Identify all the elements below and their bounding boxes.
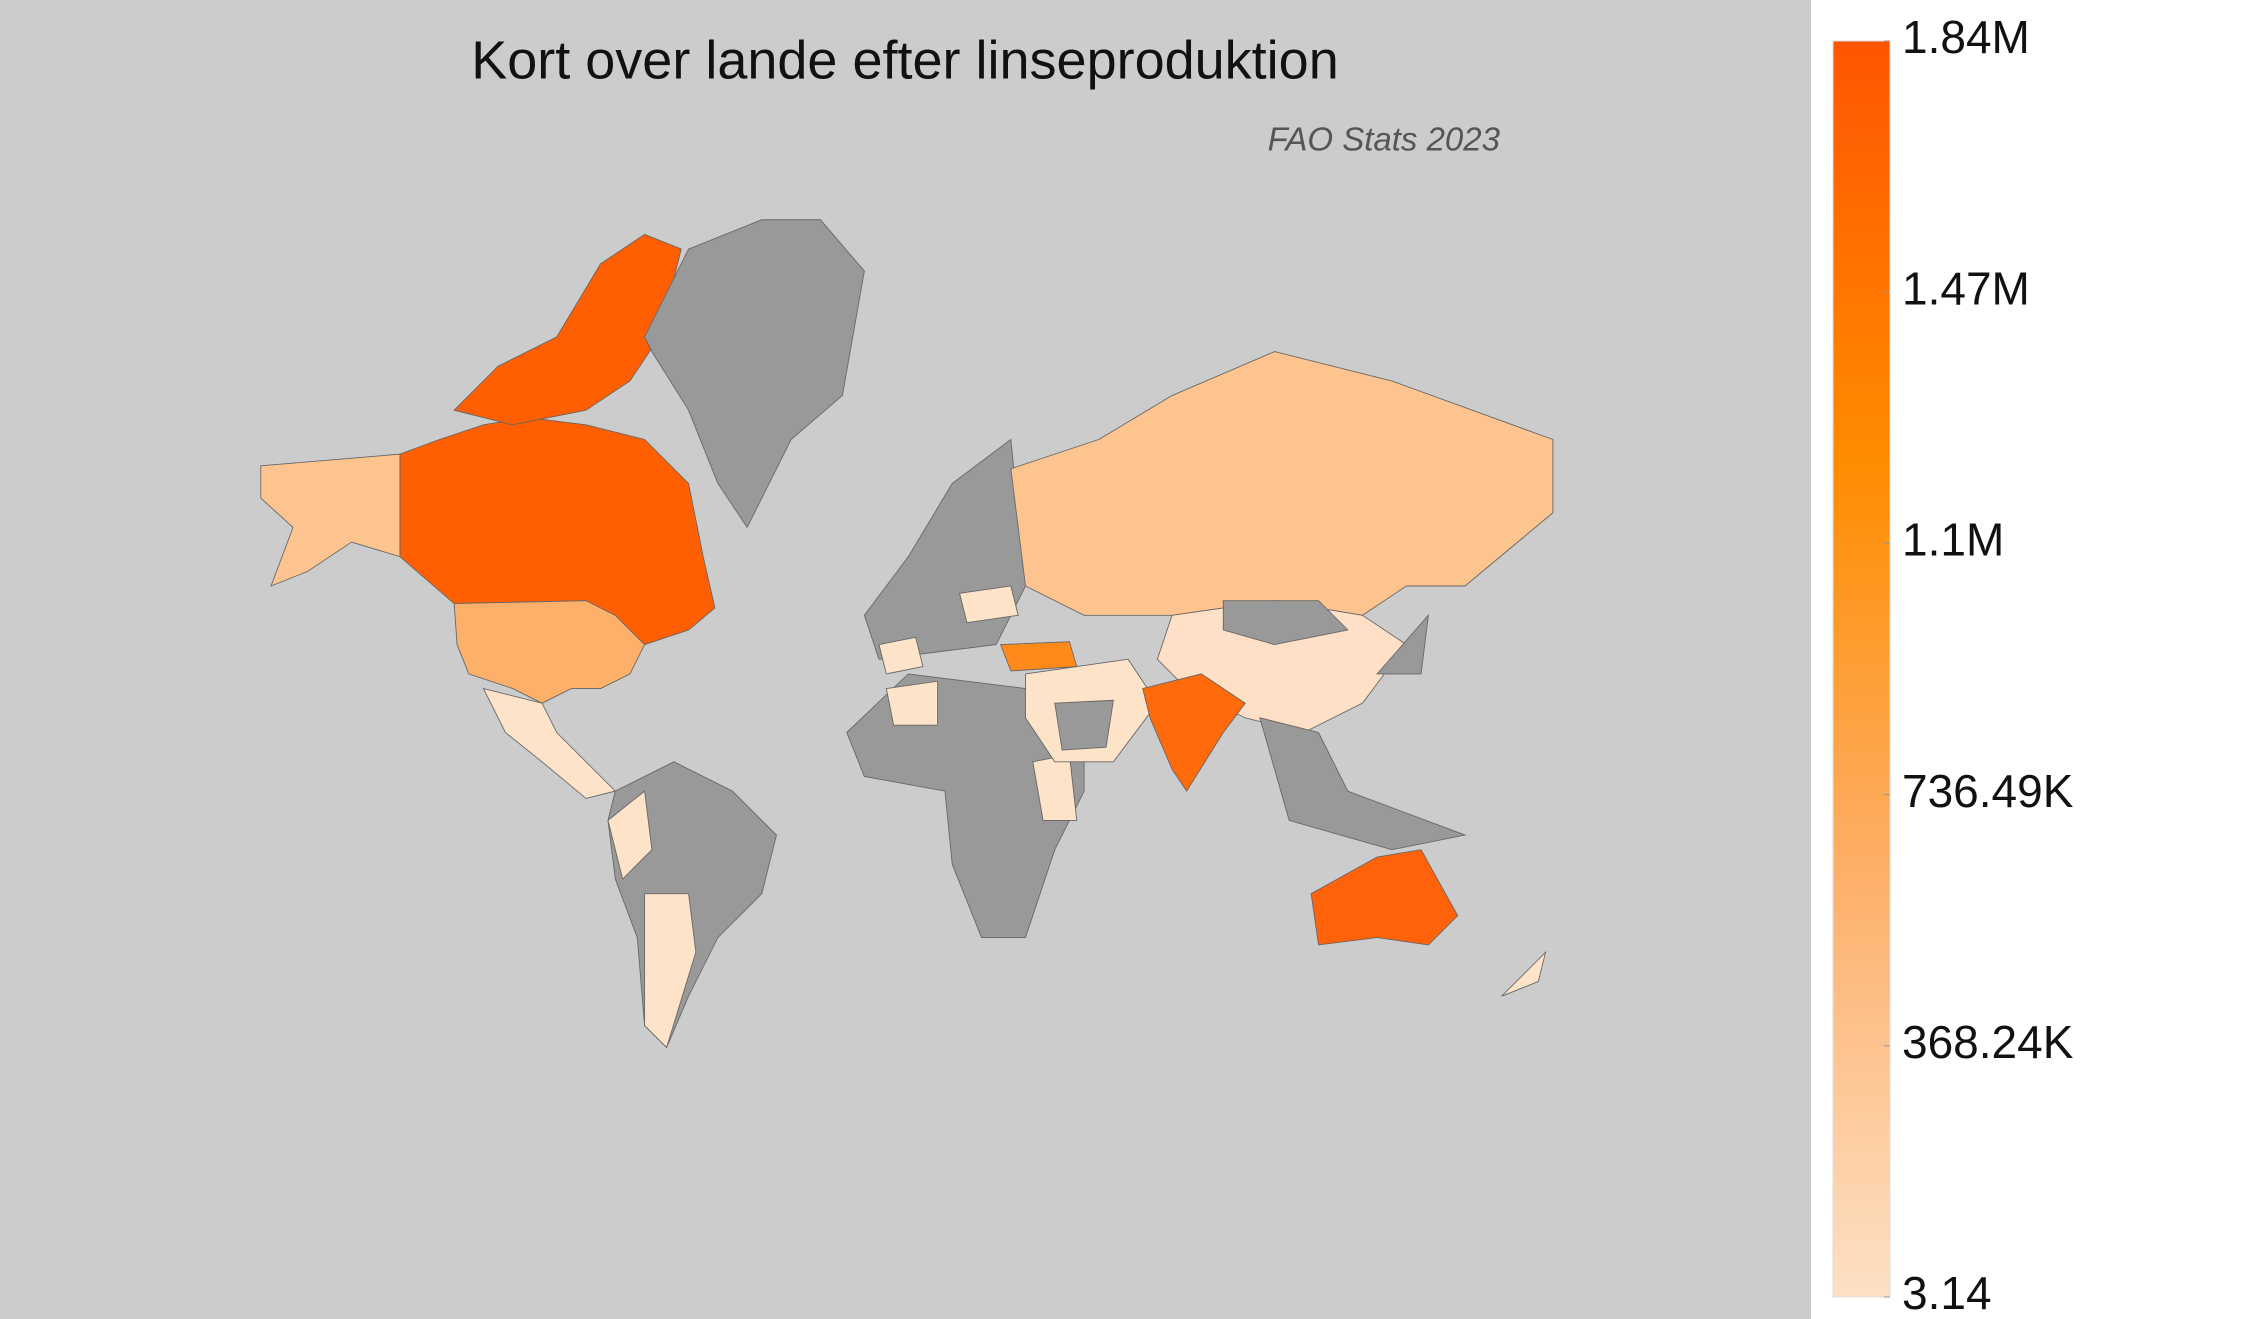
world-map xyxy=(260,219,1554,1049)
country xyxy=(260,453,401,587)
colorbar xyxy=(1832,40,1891,1298)
country xyxy=(846,673,1085,939)
country xyxy=(644,893,697,1049)
country xyxy=(959,585,1019,624)
country xyxy=(1054,699,1114,751)
country xyxy=(1259,717,1467,851)
colorbar-tick-label: 1.84M xyxy=(1902,11,2030,63)
colorbar-tick-label: 736.49K xyxy=(1902,765,2074,817)
country xyxy=(1010,351,1554,616)
country xyxy=(607,790,653,880)
colorbar-tick-label: 1.1M xyxy=(1902,514,2004,566)
colorbar-tick-label: 368.24K xyxy=(1902,1016,2074,1068)
country xyxy=(482,687,617,799)
country xyxy=(1501,950,1547,997)
chart-title: Kort over lande efter linseproduktion xyxy=(471,30,1339,90)
country xyxy=(999,641,1078,672)
country xyxy=(1142,673,1246,792)
colorbar-tick-label: 1.47M xyxy=(1902,262,2030,314)
country xyxy=(453,600,646,704)
country xyxy=(644,219,865,529)
country xyxy=(453,233,682,426)
country xyxy=(885,680,939,726)
colorbar-tick-label: 3.14 xyxy=(1902,1267,1992,1319)
country xyxy=(1310,849,1459,946)
country xyxy=(1222,600,1349,646)
country xyxy=(878,636,924,675)
country xyxy=(1376,613,1429,675)
chart-subtitle: FAO Stats 2023 xyxy=(1268,121,1501,158)
